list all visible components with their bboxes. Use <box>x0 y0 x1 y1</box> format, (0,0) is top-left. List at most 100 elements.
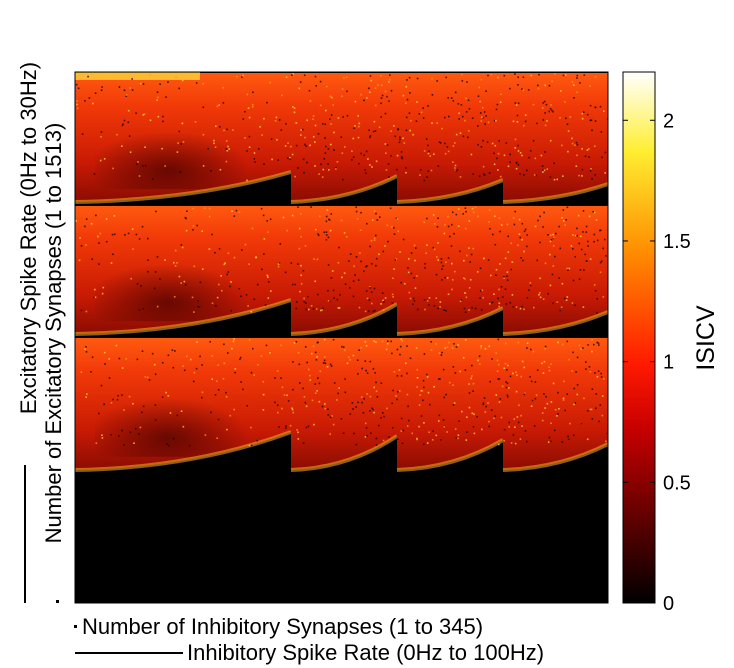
heatmap-block-edge <box>75 170 292 204</box>
speckle-dot <box>522 89 525 91</box>
heatmap-block <box>503 73 608 202</box>
speckle-dot <box>289 424 292 427</box>
speckle-dot <box>521 360 524 362</box>
speckle-dot <box>295 122 298 124</box>
speckle-dot <box>447 225 450 228</box>
speckle-dot <box>410 119 412 122</box>
speckle-dot <box>295 301 298 303</box>
speckle-dot <box>427 105 429 107</box>
speckle-dot <box>300 282 303 285</box>
speckle-dot <box>358 122 361 125</box>
speckle-dot <box>522 76 525 78</box>
speckle-dot <box>524 114 527 116</box>
speckle-dot <box>250 444 253 447</box>
y-axis-labels: Excitatory Spike Rate (0Hz to 30Hz) Numb… <box>16 62 66 603</box>
speckle-dot <box>369 410 371 412</box>
speckle-dot <box>276 404 279 406</box>
speckle-dot <box>300 213 302 215</box>
speckle-dot <box>210 411 212 414</box>
speckle-dot <box>209 341 211 343</box>
speckle-dot <box>446 431 448 433</box>
speckle-dot <box>103 158 106 160</box>
speckle-dot <box>373 411 375 414</box>
speckle-dot <box>118 435 120 437</box>
speckle-dot <box>496 370 499 372</box>
speckle-dot <box>508 387 510 389</box>
speckle-dot <box>419 174 421 176</box>
colorbar-tick-label: 2 <box>663 110 674 132</box>
speckle-dot <box>364 436 367 438</box>
speckle-dot <box>457 437 459 440</box>
speckle-dot <box>495 268 498 271</box>
speckle-dot <box>90 371 92 373</box>
speckle-dot <box>347 356 350 358</box>
speckle-dot <box>457 344 459 346</box>
speckle-dot <box>321 309 323 311</box>
speckle-dot <box>386 95 388 98</box>
speckle-dot <box>248 339 251 341</box>
speckle-dot <box>593 284 596 286</box>
speckle-dot <box>372 408 374 411</box>
speckle-dot <box>112 398 114 401</box>
speckle-dot <box>363 270 365 273</box>
speckle-dot <box>396 154 399 157</box>
speckle-dot <box>568 267 571 270</box>
speckle-dot <box>242 388 244 391</box>
speckle-dot <box>94 288 96 291</box>
speckle-dot <box>544 407 546 409</box>
speckle-dot <box>275 116 278 119</box>
speckle-dot <box>154 419 157 421</box>
speckle-dot <box>178 130 181 133</box>
speckle-dot <box>416 386 418 388</box>
speckle-dot <box>251 227 254 230</box>
speckle-dot <box>337 307 340 309</box>
heatmap-block <box>397 338 503 470</box>
speckle-dot <box>542 226 544 228</box>
speckle-dot <box>95 214 97 217</box>
x-label-inner: Number of Inhibitory Synapses (1 to 345) <box>82 614 483 639</box>
speckle-dot <box>327 408 329 411</box>
speckle-dot <box>176 151 179 153</box>
speckle-dot <box>314 124 317 127</box>
speckle-dot <box>553 162 555 165</box>
speckle-dot <box>512 217 515 219</box>
speckle-dot <box>305 302 307 304</box>
speckle-dot <box>471 117 474 119</box>
speckle-dot <box>147 237 149 240</box>
speckle-dot <box>514 138 517 141</box>
speckle-dot <box>408 419 410 422</box>
speckle-dot <box>606 432 608 435</box>
speckle-dot <box>419 394 421 396</box>
speckle-dot <box>219 168 222 171</box>
speckle-dot <box>322 123 324 125</box>
speckle-dot <box>323 231 325 234</box>
speckle-dot <box>349 253 352 255</box>
speckle-dot <box>551 273 554 276</box>
speckle-dot <box>248 263 250 265</box>
speckle-dot <box>571 142 574 145</box>
speckle-dot <box>500 93 502 95</box>
speckle-dot <box>572 279 575 282</box>
speckle-dot <box>477 359 479 362</box>
speckle-dot <box>585 368 587 370</box>
speckle-dot <box>574 304 576 307</box>
speckle-dot <box>146 376 149 379</box>
speckle-dot <box>582 210 585 212</box>
speckle-dot <box>281 407 283 410</box>
speckle-dot <box>366 435 368 437</box>
speckle-dot <box>101 292 104 295</box>
speckle-dot <box>135 233 138 236</box>
speckle-dot <box>137 161 139 163</box>
speckle-dot <box>476 415 478 418</box>
speckle-dot <box>428 297 431 299</box>
speckle-dot <box>589 85 591 87</box>
speckle-dot <box>561 343 564 346</box>
speckle-dot <box>333 131 335 134</box>
speckle-dot <box>298 227 301 230</box>
speckle-dot <box>507 235 509 238</box>
speckle-dot <box>156 305 159 308</box>
speckle-dot <box>241 249 243 251</box>
speckle-dot <box>263 253 265 255</box>
heatmap-block-edge <box>75 430 292 472</box>
speckle-dot <box>171 349 174 351</box>
